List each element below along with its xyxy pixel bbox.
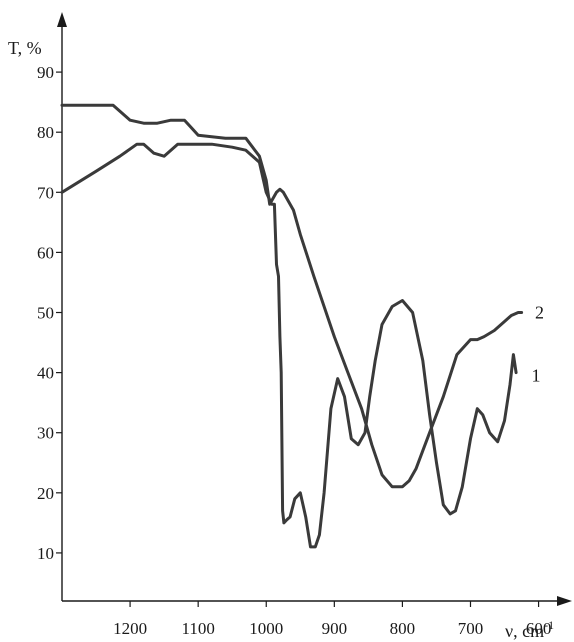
y-axis-title: T, % — [8, 38, 42, 58]
x-axis-title-main: ν, cm — [505, 621, 544, 641]
y-tick-label: 20 — [37, 484, 54, 503]
x-tick-label: 1000 — [249, 619, 283, 638]
y-tick-label: 30 — [37, 424, 54, 443]
series-2-label: 2 — [535, 303, 544, 323]
series-1-line — [60, 142, 518, 549]
x-tick-label: 800 — [390, 619, 416, 638]
y-tick-label: 50 — [37, 304, 54, 323]
x-tick-label: 600 — [526, 619, 552, 638]
x-tick-label: 900 — [322, 619, 348, 638]
y-tick-label: 70 — [37, 183, 54, 202]
y-axis-arrow — [57, 12, 67, 27]
series-2-line — [60, 103, 524, 489]
y-tick-label: 60 — [37, 243, 54, 262]
axes — [57, 12, 572, 606]
y-tick-label: 10 — [37, 544, 54, 563]
x-axis-title: ν, cm-1 — [505, 618, 554, 641]
y-tick-label: 90 — [37, 63, 54, 82]
x-axis-arrow — [557, 596, 572, 606]
series-labels: 12 — [532, 303, 544, 386]
x-tick-label: 700 — [458, 619, 484, 638]
x-ticks: 1200 1100 1000 900 800 700 600 — [113, 601, 551, 638]
y-tick-label: 80 — [37, 123, 54, 142]
y-ticks: 10 20 30 40 50 60 70 80 90 — [37, 63, 62, 563]
x-tick-label: 1100 — [181, 619, 214, 638]
y-tick-label: 40 — [37, 364, 54, 383]
x-tick-label: 1200 — [113, 619, 147, 638]
series-curves — [60, 103, 524, 549]
series-1-label: 1 — [532, 366, 541, 386]
x-axis-title-superscript: -1 — [544, 618, 554, 632]
